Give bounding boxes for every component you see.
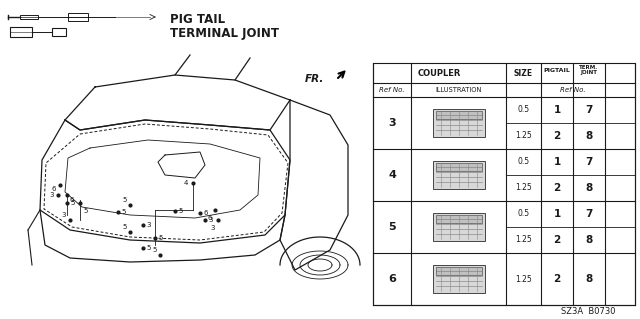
Text: 3: 3 xyxy=(61,212,66,218)
Text: 5: 5 xyxy=(388,222,396,232)
Text: 7: 7 xyxy=(586,209,593,219)
Text: 3: 3 xyxy=(146,222,150,228)
Bar xyxy=(433,109,484,137)
Text: 6: 6 xyxy=(51,186,56,192)
Text: 7: 7 xyxy=(586,157,593,167)
Text: 8: 8 xyxy=(586,235,593,245)
Text: FR.: FR. xyxy=(305,74,324,84)
Text: 2: 2 xyxy=(554,235,561,245)
Text: 5: 5 xyxy=(70,200,74,206)
Bar xyxy=(52,28,66,36)
Text: 3: 3 xyxy=(211,225,215,231)
Text: 1: 1 xyxy=(554,157,561,167)
Text: 5: 5 xyxy=(123,197,127,203)
Text: Ref No.: Ref No. xyxy=(379,87,405,93)
Text: 0.5: 0.5 xyxy=(517,158,529,167)
Text: 5: 5 xyxy=(123,224,127,230)
Bar xyxy=(10,27,32,37)
Text: ILLUSTRATION: ILLUSTRATION xyxy=(435,87,482,93)
Bar xyxy=(68,13,88,21)
Bar xyxy=(373,63,635,305)
Bar xyxy=(20,15,38,19)
Text: 2: 2 xyxy=(554,274,561,284)
Text: 5: 5 xyxy=(158,235,163,241)
Text: PIG TAIL: PIG TAIL xyxy=(170,13,225,26)
Bar xyxy=(433,265,484,293)
Text: TERM.
JOINT: TERM. JOINT xyxy=(579,65,598,75)
Text: 1.25: 1.25 xyxy=(515,131,532,140)
Bar xyxy=(435,215,481,223)
Text: 4: 4 xyxy=(388,170,396,180)
Text: 1: 1 xyxy=(554,209,561,219)
Text: SZ3A  B0730: SZ3A B0730 xyxy=(561,307,615,315)
Text: 1.25: 1.25 xyxy=(515,275,532,284)
Bar xyxy=(435,267,481,275)
Text: 5: 5 xyxy=(83,208,88,214)
Text: 1.25: 1.25 xyxy=(515,235,532,244)
Text: 3: 3 xyxy=(49,192,54,198)
Text: 5: 5 xyxy=(152,247,157,253)
Text: 1: 1 xyxy=(554,105,561,115)
Text: 5: 5 xyxy=(146,245,150,251)
Text: PIGTAIL: PIGTAIL xyxy=(543,68,570,72)
Text: 2: 2 xyxy=(554,183,561,193)
Text: 6: 6 xyxy=(70,197,74,203)
Text: 0.5: 0.5 xyxy=(517,106,529,115)
Text: Ref No.: Ref No. xyxy=(560,87,586,93)
Text: TERMINAL JOINT: TERMINAL JOINT xyxy=(170,27,279,40)
Text: 8: 8 xyxy=(586,131,593,141)
Text: 6: 6 xyxy=(207,215,212,221)
Text: 5: 5 xyxy=(121,209,125,215)
Text: 6: 6 xyxy=(203,210,207,216)
Text: SIZE: SIZE xyxy=(514,69,533,78)
Text: 6: 6 xyxy=(388,274,396,284)
Text: 3: 3 xyxy=(208,217,212,223)
Bar xyxy=(433,213,484,241)
Bar xyxy=(433,161,484,189)
Text: 8: 8 xyxy=(586,274,593,284)
Text: COUPLER: COUPLER xyxy=(418,69,461,78)
Text: 0.5: 0.5 xyxy=(517,210,529,219)
Text: 1.25: 1.25 xyxy=(515,183,532,192)
Text: 8: 8 xyxy=(586,183,593,193)
Text: 2: 2 xyxy=(554,131,561,141)
Text: 7: 7 xyxy=(586,105,593,115)
Bar xyxy=(435,163,481,171)
Bar xyxy=(435,111,481,119)
Text: 5: 5 xyxy=(178,208,182,214)
Text: 3: 3 xyxy=(388,118,396,128)
Text: 4: 4 xyxy=(184,180,188,186)
